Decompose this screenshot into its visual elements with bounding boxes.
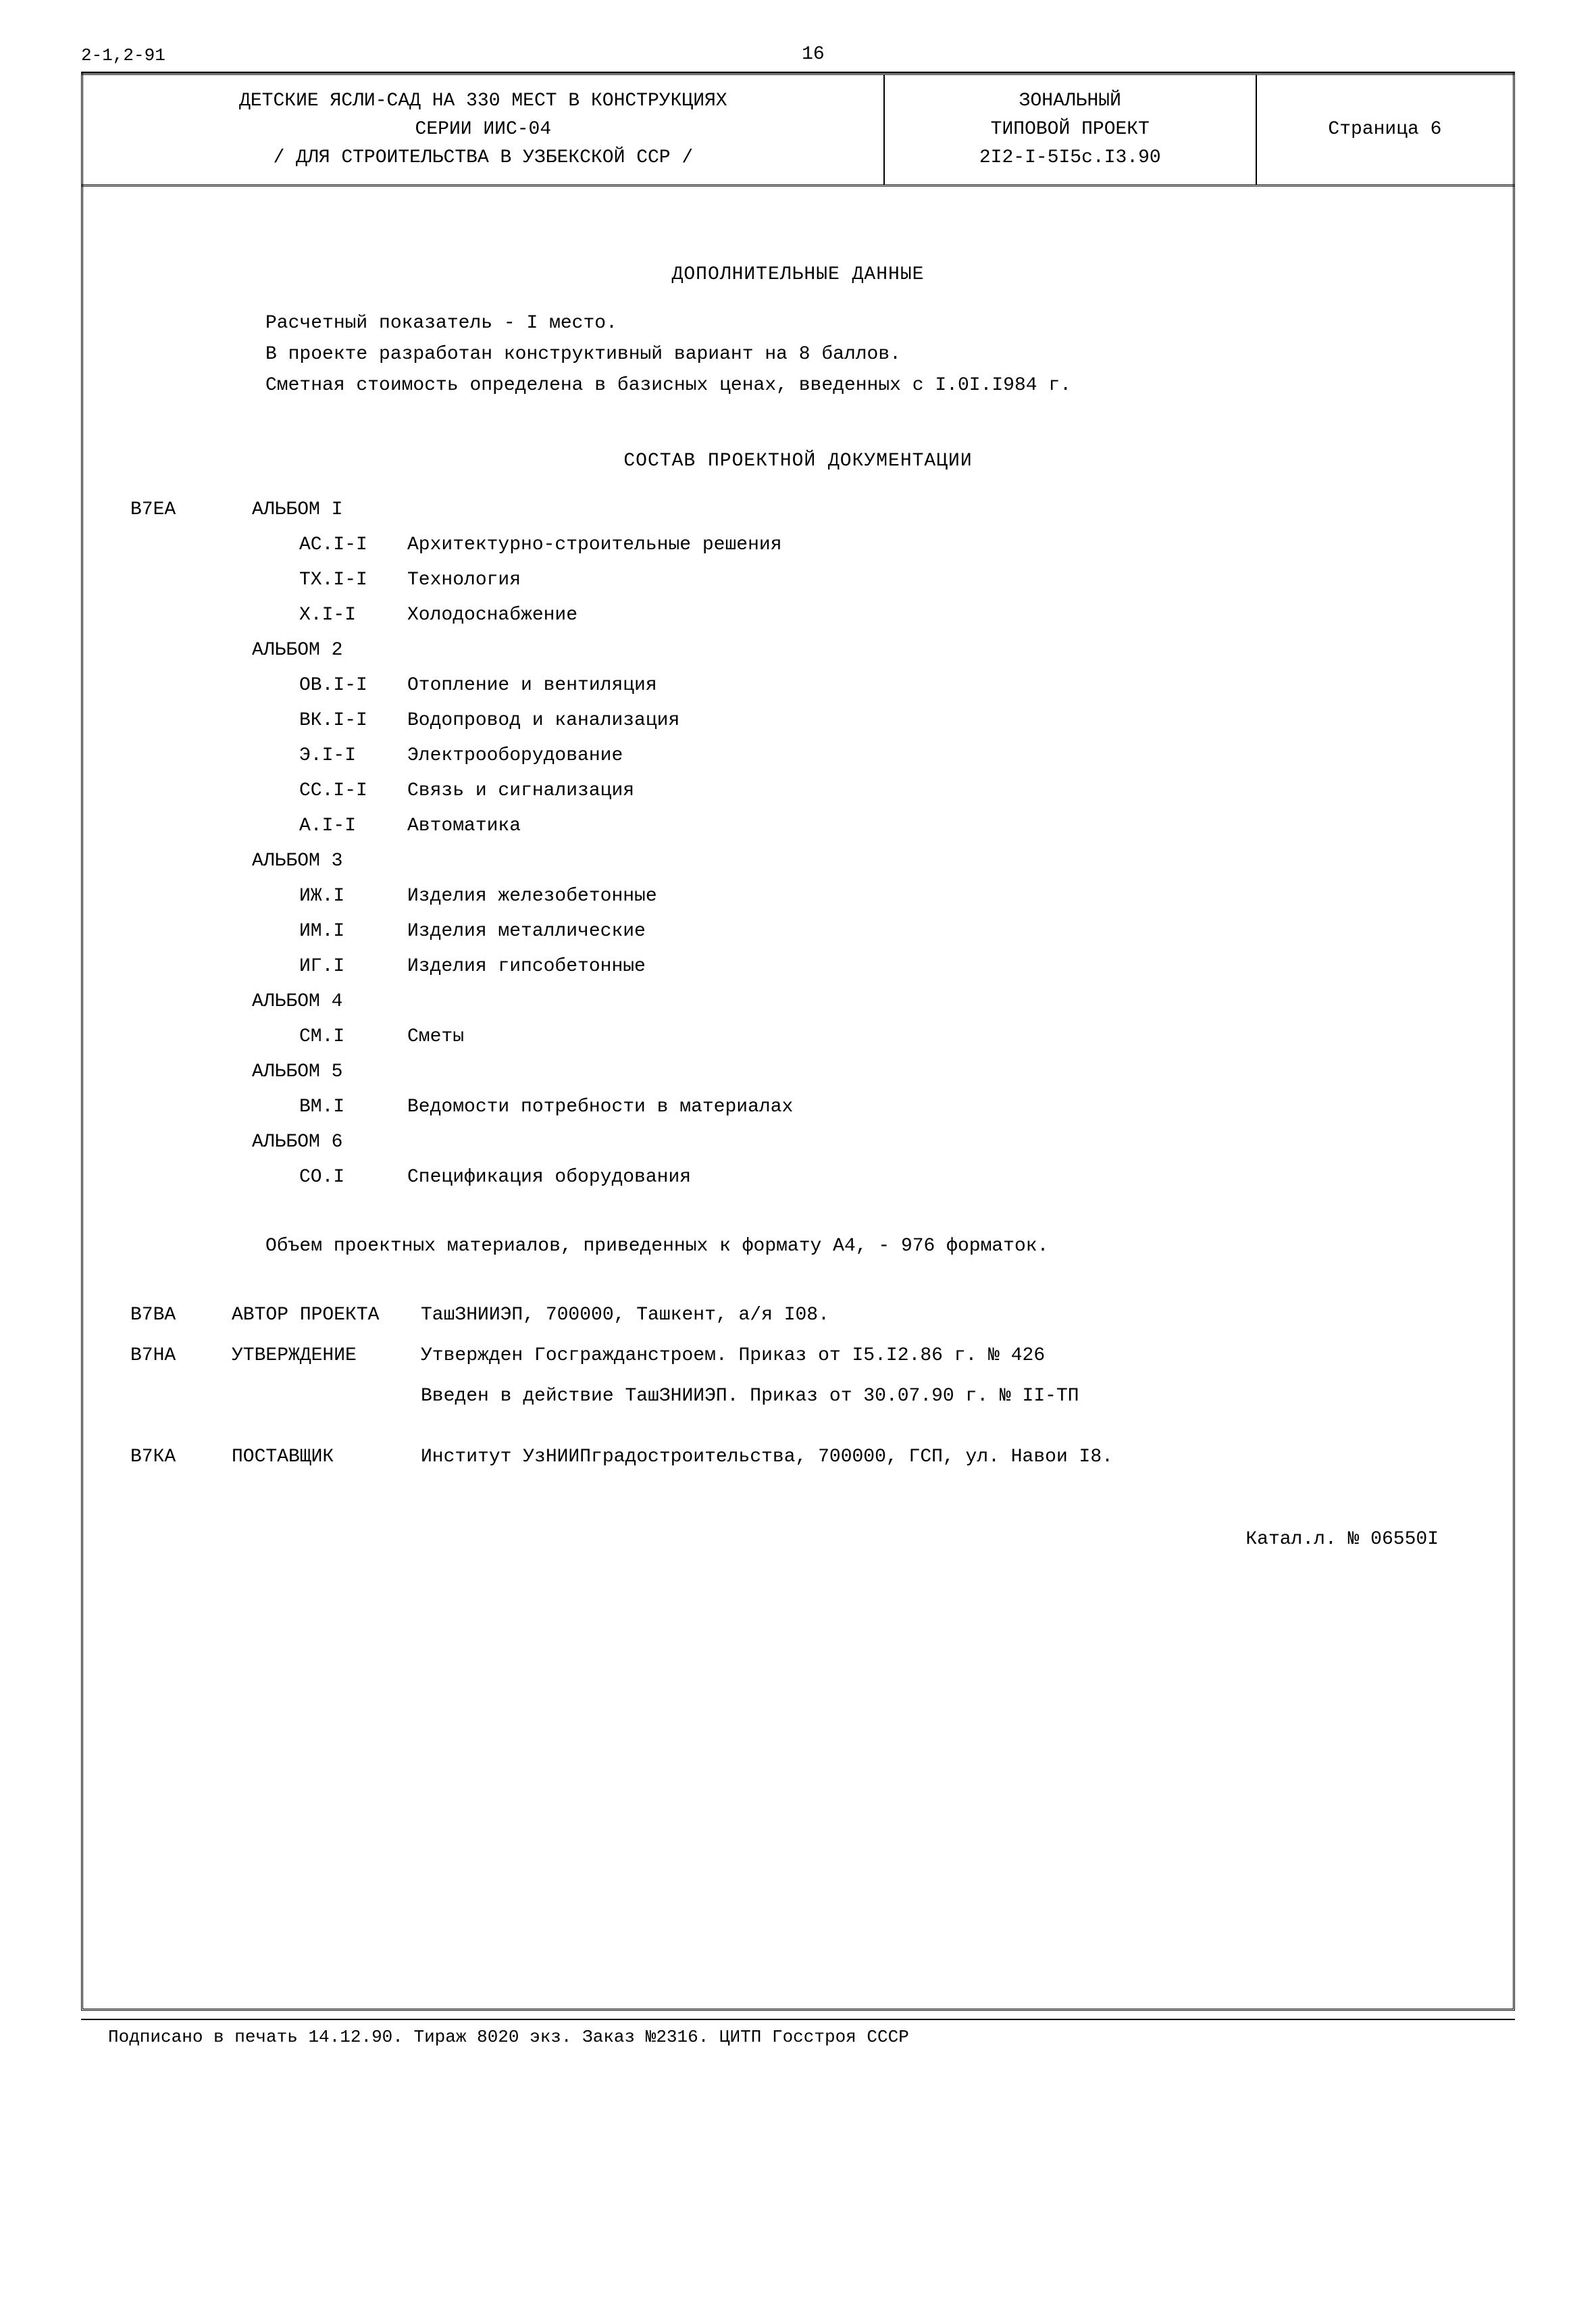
doc-item-code: ТХ.I-I — [252, 566, 407, 595]
doc-item-desc: Водопровод и канализация — [407, 707, 1466, 735]
supplier-label: ПОСТАВЩИК — [232, 1443, 421, 1472]
project-line1: ЗОНАЛЬНЫЙ — [901, 87, 1239, 116]
supplier-row: В7КА ПОСТАВЩИК Институт УзНИИПградострои… — [130, 1443, 1466, 1472]
doc-code: 2-1,2-91 — [81, 43, 165, 69]
supplier-value: Институт УзНИИПградостроительства, 70000… — [421, 1443, 1466, 1472]
additional-line2: В проекте разработан конструктивный вари… — [265, 341, 1466, 369]
doc-item-desc: Изделия гипсобетонные — [407, 953, 1466, 981]
doc-item-desc: Технология — [407, 566, 1466, 595]
album-header-row: АЛЬБОМ 3 — [130, 847, 1466, 876]
doc-item-code: ВМ.I — [252, 1093, 407, 1122]
doc-item-row: СМ.IСметы — [130, 1023, 1466, 1051]
doc-item-row: Э.I-IЭлектрооборудование — [130, 742, 1466, 770]
doc-item-code: ВК.I-I — [252, 707, 407, 735]
supplier-code: В7КА — [130, 1443, 232, 1472]
doc-item-row: ИМ.IИзделия металлические — [130, 917, 1466, 946]
approval-value2: Введен в действие ТашЗНИИЭП. Приказ от 3… — [421, 1382, 1466, 1411]
doc-item-desc: Изделия железобетонные — [407, 882, 1466, 911]
page-label-cell: Страница 6 — [1256, 74, 1514, 186]
doc-item-row: Х.I-IХолодоснабжение — [130, 601, 1466, 630]
doc-item-desc: Связь и сигнализация — [407, 777, 1466, 805]
doc-item-row: А.I-IАвтоматика — [130, 812, 1466, 840]
volume-note: Объем проектных материалов, приведенных … — [265, 1232, 1466, 1261]
album-header-row: АЛЬБОМ 6 — [130, 1128, 1466, 1157]
page-header: 2-1,2-91 16 — [81, 41, 1515, 73]
album-label: АЛЬБОМ 5 — [252, 1058, 434, 1086]
doc-item-desc: Изделия металлические — [407, 917, 1466, 946]
title-line3: / ДЛЯ СТРОИТЕЛЬСТВА В УЗБЕКСКОЙ ССР / — [99, 144, 867, 172]
doc-item-row: ВМ.IВедомости потребности в материалах — [130, 1093, 1466, 1122]
approval-value1: Утвержден Госгражданстроем. Приказ от I5… — [421, 1342, 1466, 1370]
approval-label: УТВЕРЖДЕНИЕ — [232, 1342, 421, 1370]
doc-item-code: Х.I-I — [252, 601, 407, 630]
composition-title: СОСТАВ ПРОЕКТНОЙ ДОКУМЕНТАЦИИ — [130, 447, 1466, 476]
main-frame: ДОПОЛНИТЕЛЬНЫЕ ДАННЫЕ Расчетный показате… — [81, 186, 1515, 2011]
doc-item-code: СМ.I — [252, 1023, 407, 1051]
doc-item-code: ИМ.I — [252, 917, 407, 946]
doc-item-row: ИЖ.IИзделия железобетонные — [130, 882, 1466, 911]
doc-item-row: СС.I-IСвязь и сигнализация — [130, 777, 1466, 805]
author-code: В7ВА — [130, 1301, 232, 1330]
project-line2: ТИПОВОЙ ПРОЕКТ — [901, 116, 1239, 144]
doc-item-code: ИГ.I — [252, 953, 407, 981]
approval-row: В7НА УТВЕРЖДЕНИЕ Утвержден Госгражданстр… — [130, 1342, 1466, 1370]
additional-line1: Расчетный показатель - I место. — [265, 309, 1466, 338]
doc-item-row: СО.IСпецификация оборудования — [130, 1163, 1466, 1192]
doc-item-desc: Холодоснабжение — [407, 601, 1466, 630]
doc-item-row: ТХ.I-IТехнология — [130, 566, 1466, 595]
album-label: АЛЬБОМ 4 — [252, 988, 434, 1016]
additional-line3: Сметная стоимость определена в базисных … — [265, 372, 1466, 400]
page-number: 16 — [802, 41, 825, 69]
album-label: АЛЬБОМ 3 — [252, 847, 434, 876]
doc-item-desc: Ведомости потребности в материалах — [407, 1093, 1466, 1122]
album-header-row: АЛЬБОМ 5 — [130, 1058, 1466, 1086]
album-master-code: В7ЕА — [130, 496, 252, 524]
title-line1: ДЕТСКИЕ ЯСЛИ-САД НА 330 МЕСТ В КОНСТРУКЦ… — [99, 87, 867, 116]
album-label: АЛЬБОМ 6 — [252, 1128, 434, 1157]
header-table: ДЕТСКИЕ ЯСЛИ-САД НА 330 МЕСТ В КОНСТРУКЦ… — [81, 73, 1515, 186]
doc-item-row: ВК.I-IВодопровод и канализация — [130, 707, 1466, 735]
album-header-row: АЛЬБОМ 4 — [130, 988, 1466, 1016]
doc-item-desc: Отопление и вентиляция — [407, 672, 1466, 700]
author-row: В7ВА АВТОР ПРОЕКТА ТашЗНИИЭП, 700000, Та… — [130, 1301, 1466, 1330]
doc-item-desc: Архитектурно-строительные решения — [407, 531, 1466, 559]
doc-item-code: СО.I — [252, 1163, 407, 1192]
doc-item-code: СС.I-I — [252, 777, 407, 805]
doc-item-desc: Сметы — [407, 1023, 1466, 1051]
author-label: АВТОР ПРОЕКТА — [232, 1301, 421, 1330]
title-cell: ДЕТСКИЕ ЯСЛИ-САД НА 330 МЕСТ В КОНСТРУКЦ… — [82, 74, 884, 186]
document-list: В7ЕААЛЬБОМ I АС.I-IАрхитектурно-строитель… — [130, 496, 1466, 1192]
doc-item-desc: Электрооборудование — [407, 742, 1466, 770]
doc-item-code: А.I-I — [252, 812, 407, 840]
project-cell: ЗОНАЛЬНЫЙ ТИПОВОЙ ПРОЕКТ 2I2-I-5I5с.I3.9… — [884, 74, 1256, 186]
footer-line: Подписано в печать 14.12.90. Тираж 8020 … — [81, 2019, 1515, 2051]
additional-block: Расчетный показатель - I место. В проект… — [265, 309, 1466, 400]
album-label: АЛЬБОМ I — [252, 496, 434, 524]
album-header-row: АЛЬБОМ 2 — [130, 636, 1466, 665]
author-value: ТашЗНИИЭП, 700000, Ташкент, а/я I08. — [421, 1301, 1466, 1330]
doc-item-desc: Автоматика — [407, 812, 1466, 840]
doc-item-row: АС.I-IАрхитектурно-строительные решения — [130, 531, 1466, 559]
doc-item-code: ОВ.I-I — [252, 672, 407, 700]
title-line2: СЕРИИ ИИС-04 — [99, 116, 867, 144]
page-label: Страница 6 — [1273, 116, 1497, 144]
doc-item-row: ОВ.I-IОтопление и вентиляция — [130, 672, 1466, 700]
doc-item-desc: Спецификация оборудования — [407, 1163, 1466, 1192]
album-header-row: В7ЕААЛЬБОМ I — [130, 496, 1466, 524]
album-label: АЛЬБОМ 2 — [252, 636, 434, 665]
doc-item-code: Э.I-I — [252, 742, 407, 770]
additional-title: ДОПОЛНИТЕЛЬНЫЕ ДАННЫЕ — [130, 261, 1466, 289]
catalog-number: Катал.л. № 06550I — [130, 1526, 1466, 1554]
doc-item-row: ИГ.IИзделия гипсобетонные — [130, 953, 1466, 981]
doc-item-code: ИЖ.I — [252, 882, 407, 911]
approval-code: В7НА — [130, 1342, 232, 1370]
project-line3: 2I2-I-5I5с.I3.90 — [901, 144, 1239, 172]
doc-item-code: АС.I-I — [252, 531, 407, 559]
